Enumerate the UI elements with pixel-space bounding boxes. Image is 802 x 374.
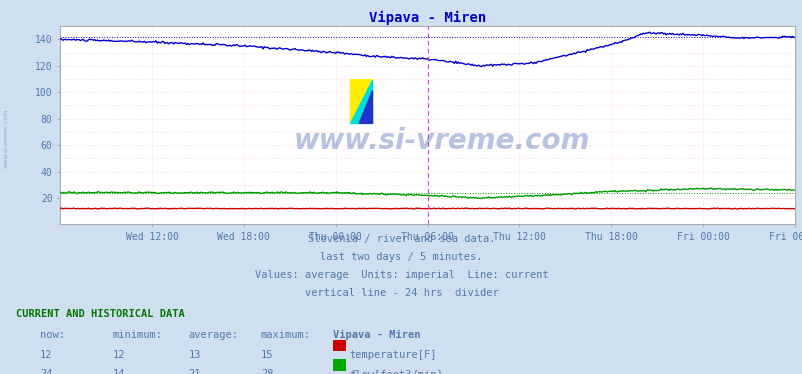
Text: now:: now: [40,330,65,340]
Text: Vipava - Miren: Vipava - Miren [333,330,420,340]
Text: vertical line - 24 hrs  divider: vertical line - 24 hrs divider [304,288,498,298]
Text: 24: 24 [40,369,53,374]
Text: 12: 12 [40,350,53,360]
Polygon shape [350,80,372,123]
Text: 21: 21 [188,369,201,374]
Polygon shape [350,80,372,123]
Text: www.si-vreme.com: www.si-vreme.com [4,108,9,168]
Text: 15: 15 [261,350,273,360]
Text: Slovenia / river and sea data.: Slovenia / river and sea data. [307,234,495,244]
Title: Vipava - Miren: Vipava - Miren [368,11,486,25]
Text: CURRENT AND HISTORICAL DATA: CURRENT AND HISTORICAL DATA [16,309,184,319]
Text: temperature[F]: temperature[F] [349,350,436,360]
Text: 13: 13 [188,350,201,360]
Text: average:: average: [188,330,238,340]
Text: 14: 14 [112,369,125,374]
Text: flow[foot3/min]: flow[foot3/min] [349,369,443,374]
Text: minimum:: minimum: [112,330,162,340]
Text: last two days / 5 minutes.: last two days / 5 minutes. [320,252,482,262]
Text: 28: 28 [261,369,273,374]
Text: www.si-vreme.com: www.si-vreme.com [294,127,589,155]
Text: 12: 12 [112,350,125,360]
Text: maximum:: maximum: [261,330,310,340]
Text: Values: average  Units: imperial  Line: current: Values: average Units: imperial Line: cu… [254,270,548,280]
Polygon shape [358,91,372,123]
